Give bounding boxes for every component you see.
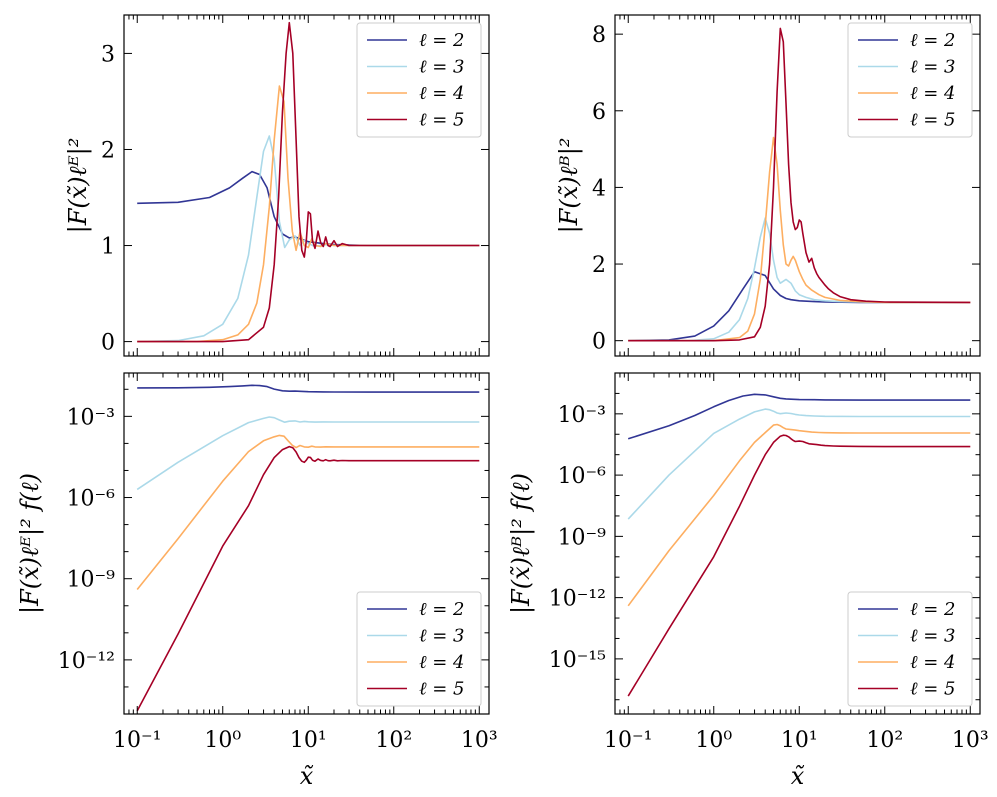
- series-line-l2: [628, 272, 970, 341]
- y-axis-label: |F(x̃)ℓᴮ|²: [555, 138, 584, 234]
- legend-label-l2: ℓ = 2: [910, 30, 955, 51]
- series-line-l2: [137, 172, 479, 246]
- legend-label-l3: ℓ = 3: [910, 57, 955, 78]
- x-tick-label: 10²: [866, 728, 903, 753]
- legend-label-l3: ℓ = 3: [419, 626, 464, 647]
- panel-top-left: 0 1 2 3 |F(x̃)ℓᴱ|² ℓ = 2 ℓ = 3 ℓ = 4 ℓ = 5: [64, 15, 489, 356]
- legend-label-l5: ℓ = 5: [419, 110, 464, 131]
- panel-top-right: 0 2 4 6 8 |F(x̃)ℓᴮ|² ℓ = 2 ℓ = 3 ℓ = 4 ℓ = 5: [555, 15, 980, 356]
- y-tick-label: 3: [101, 42, 115, 67]
- y-tick-label: 2: [101, 138, 115, 163]
- x-tick-label: 10⁰: [695, 728, 732, 753]
- series-line-l3: [628, 409, 970, 519]
- y-tick-label: 6: [592, 100, 606, 125]
- y-tick-label: 10⁻⁶: [67, 487, 116, 512]
- x-tick-label: 10⁰: [204, 728, 241, 753]
- legend-label-l4: ℓ = 4: [419, 652, 464, 673]
- y-tick-label: 4: [592, 176, 606, 201]
- y-tick-label: 10⁻³: [67, 405, 115, 430]
- x-tick-label: 10⁻¹: [113, 728, 161, 753]
- legend: ℓ = 2 ℓ = 3 ℓ = 4 ℓ = 5: [357, 23, 481, 137]
- x-axis-label: x̃: [791, 762, 805, 790]
- y-tick-label: 10⁻³: [558, 403, 606, 428]
- legend-label-l2: ℓ = 2: [419, 30, 464, 51]
- series-line-l2: [137, 385, 479, 392]
- x-tick-label: 10²: [375, 728, 412, 753]
- y-tick-label: 2: [592, 253, 606, 278]
- legend-label-l2: ℓ = 2: [910, 599, 955, 620]
- series-line-l3: [137, 417, 479, 489]
- y-axis-label: |F(x̃)ℓᴱ|² f(ℓ): [16, 473, 45, 614]
- legend: ℓ = 2 ℓ = 3 ℓ = 4 ℓ = 5: [848, 592, 972, 706]
- legend-label-l5: ℓ = 5: [910, 110, 955, 131]
- x-tick-label: 10³: [952, 728, 989, 753]
- y-tick-label: 8: [592, 23, 606, 48]
- y-tick-label: 0: [592, 330, 606, 355]
- panel-bottom-right: 10⁻¹⁵ 10⁻¹² 10⁻⁹ 10⁻⁶ 10⁻³ 10⁻¹ 10⁰ 10¹ 10² 10³ x̃…: [507, 373, 989, 790]
- legend-label-l4: ℓ = 4: [910, 83, 955, 104]
- legend-label-l3: ℓ = 3: [910, 626, 955, 647]
- y-tick-label: 10⁻⁶: [558, 464, 607, 489]
- series-line-l4: [628, 138, 970, 341]
- y-tick-label: 10⁻⁹: [67, 568, 116, 593]
- x-tick-label: 10³: [461, 728, 498, 753]
- x-tick-label: 10⁻¹: [604, 728, 652, 753]
- legend-label-l3: ℓ = 3: [419, 57, 464, 78]
- legend-label-l4: ℓ = 4: [419, 83, 464, 104]
- y-tick-label: 10⁻¹²: [58, 649, 115, 674]
- y-tick-label: 1: [101, 235, 115, 260]
- figure: 0 1 2 3 |F(x̃)ℓᴱ|² ℓ = 2 ℓ = 3 ℓ = 4 ℓ = 5 0 2 4 6 8 |…: [0, 0, 997, 797]
- panel-bottom-left: 10⁻¹² 10⁻⁹ 10⁻⁶ 10⁻³ 10⁻¹ 10⁰ 10¹ 10² 10³ x̃ |F(x̃…: [16, 373, 498, 790]
- series-line-l4: [628, 425, 970, 606]
- y-tick-label: 10⁻⁹: [558, 525, 607, 550]
- y-tick-label: 10⁻¹⁵: [549, 648, 606, 673]
- legend-label-l2: ℓ = 2: [419, 599, 464, 620]
- x-tick-label: 10¹: [290, 728, 327, 753]
- x-axis-label: x̃: [300, 762, 314, 790]
- y-axis-label: |F(x̃)ℓᴮ|² f(ℓ): [507, 473, 536, 614]
- legend: ℓ = 2 ℓ = 3 ℓ = 4 ℓ = 5: [848, 23, 972, 137]
- legend: ℓ = 2 ℓ = 3 ℓ = 4 ℓ = 5: [357, 592, 481, 706]
- legend-label-l5: ℓ = 5: [910, 679, 955, 700]
- y-tick-label: 0: [101, 331, 115, 356]
- series-line-l3: [628, 218, 970, 341]
- y-tick-label: 10⁻¹²: [549, 587, 606, 612]
- series-line-l3: [137, 136, 479, 342]
- x-tick-label: 10¹: [781, 728, 818, 753]
- legend-label-l4: ℓ = 4: [910, 652, 955, 673]
- legend-label-l5: ℓ = 5: [419, 679, 464, 700]
- y-axis-label: |F(x̃)ℓᴱ|²: [64, 138, 93, 234]
